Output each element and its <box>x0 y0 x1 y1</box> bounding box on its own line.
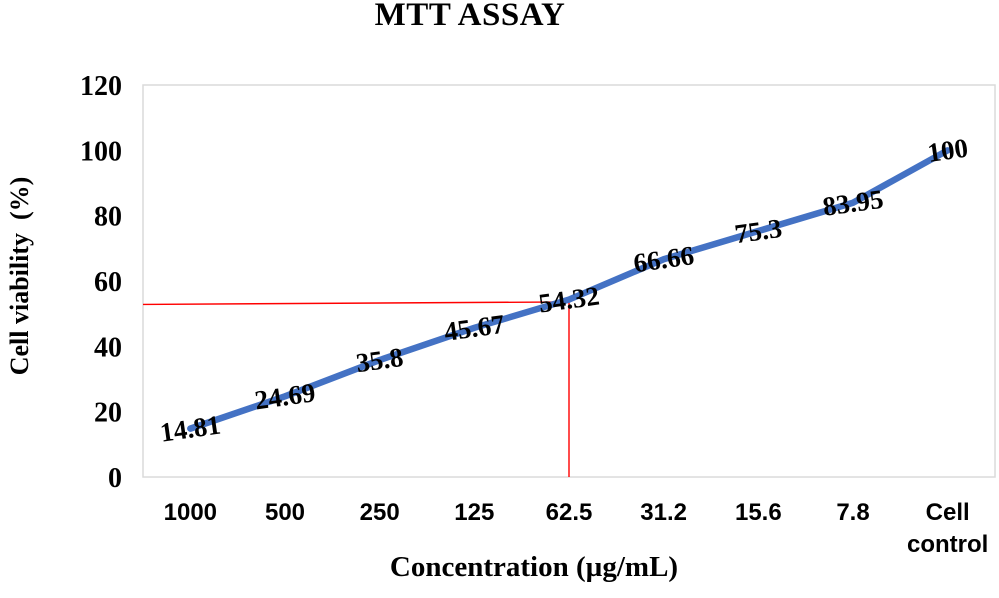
y-tick-label: 60 <box>94 267 122 298</box>
x-tick-label: 62.5 <box>546 499 593 526</box>
data-point-label: 35.8 <box>354 342 405 378</box>
chart-title: MTT ASSAY <box>374 0 566 33</box>
data-point-label: 24.69 <box>253 377 317 415</box>
data-point-label: 14.81 <box>158 410 222 448</box>
y-tick-label: 40 <box>94 332 122 363</box>
y-tick-label: 80 <box>94 202 122 233</box>
data-point-label: 75.3 <box>733 213 784 249</box>
series-line <box>187 147 951 432</box>
crosshair-horizontal-line <box>142 301 570 306</box>
y-tick-label: 0 <box>108 463 122 494</box>
x-tick-label: 15.6 <box>735 499 782 526</box>
y-tick-label: 100 <box>80 136 122 167</box>
x-tick-label: 125 <box>454 499 494 526</box>
data-point-label: 83.95 <box>821 184 885 222</box>
data-point-label: 100 <box>926 133 970 168</box>
x-axis-title: Concentration (µg/mL) <box>389 551 679 583</box>
y-tick-label: 20 <box>94 398 122 429</box>
x-tick-label: 7.8 <box>836 499 869 526</box>
x-tick-label: 250 <box>360 499 400 526</box>
data-point-label: 45.67 <box>442 309 506 347</box>
x-tick-label: Cell control <box>907 499 988 558</box>
data-point-label: 66.66 <box>631 240 695 278</box>
x-tick-label: 31.2 <box>640 499 687 526</box>
data-point-label: 54.32 <box>537 280 601 318</box>
x-tick-label: 1000 <box>164 499 217 526</box>
x-tick-label: 500 <box>265 499 305 526</box>
y-tick-label: 120 <box>80 71 122 102</box>
